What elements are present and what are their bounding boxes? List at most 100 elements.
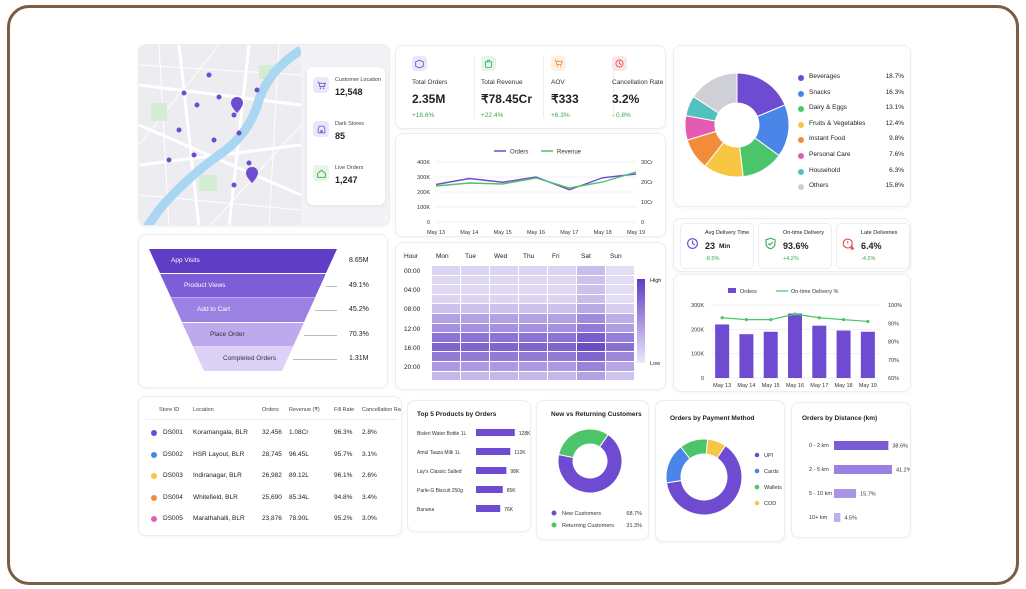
product-bar[interactable] [476,486,503,493]
donut-slice-7[interactable] [692,72,738,114]
payment-slice-0[interactable] [665,444,743,516]
heatmap-cell[interactable] [548,371,576,381]
heatmap-cell[interactable] [519,314,547,323]
kpi-0[interactable]: Total Orders 2.35M +18.6% [412,46,476,128]
product-bar[interactable] [476,505,501,512]
payment-slice-3[interactable] [705,438,727,459]
orders-bar[interactable] [739,334,754,378]
heatmap-cell[interactable] [461,323,489,333]
category-legend-item[interactable]: Personal Care 7.6% [798,150,904,166]
orders-bar[interactable] [860,331,875,378]
product-bar[interactable] [476,467,507,474]
distance-bar[interactable] [834,465,892,474]
category-legend-item[interactable]: Instant Food 9.8% [798,134,904,150]
distance-bar[interactable] [834,441,889,450]
heatmap-cell[interactable] [490,285,518,294]
heatmap-cell[interactable] [461,304,489,313]
heatmap-cell[interactable] [606,352,634,361]
heatmap-cell[interactable] [606,333,634,342]
kpi-3[interactable]: Cancellation Rate 3.2% - 0.8% [612,46,665,128]
category-legend-item[interactable]: Snacks 16.3% [798,88,904,104]
heatmap-cell[interactable] [490,275,518,285]
heatmap-cell[interactable] [519,275,547,285]
heatmap-cell[interactable] [432,304,460,313]
heatmap-cell[interactable] [432,362,460,371]
heatmap-cell[interactable] [577,304,605,313]
heatmap-cell[interactable] [577,371,605,381]
category-legend-item[interactable]: Household 6.3% [798,166,904,182]
heatmap-cell[interactable] [490,323,518,333]
heatmap-cell[interactable] [519,294,547,304]
heatmap-cell[interactable] [606,342,634,352]
heatmap-cell[interactable] [548,285,576,294]
heatmap-cell[interactable] [490,362,518,371]
heatmap-cell[interactable] [606,371,634,381]
nvr-slice-0[interactable] [557,433,623,494]
city-map[interactable] [139,45,301,226]
product-bar[interactable] [476,429,515,436]
heatmap-cell[interactable] [461,362,489,371]
heatmap-cell[interactable] [461,294,489,304]
heatmap-cell[interactable] [461,275,489,285]
distance-bar[interactable] [834,489,857,498]
heatmap-cell[interactable] [432,294,460,304]
heatmap-cell[interactable] [490,304,518,313]
heatmap-cell[interactable] [519,285,547,294]
category-legend-item[interactable]: Fruits & Vegetables 12.4% [798,119,904,135]
heatmap-cell[interactable] [606,314,634,323]
heatmap-cell[interactable] [577,362,605,371]
heatmap-cell[interactable] [548,314,576,323]
distance-bar[interactable] [834,513,841,522]
heatmap-cell[interactable] [461,342,489,352]
heatmap-cell[interactable] [432,275,460,285]
category-legend-item[interactable]: Others 15.8% [798,181,904,197]
heatmap-cell[interactable] [432,352,460,361]
heatmap-cell[interactable] [606,323,634,333]
heatmap-cell[interactable] [606,266,634,275]
kpi-1[interactable]: Total Revenue ₹78.45Cr +22.4% [481,46,545,128]
category-legend-item[interactable]: Dairy & Eggs 13.1% [798,103,904,119]
heatmap-cell[interactable] [432,266,460,275]
heatmap-cell[interactable] [461,314,489,323]
heatmap-cell[interactable] [519,352,547,361]
table-row[interactable]: DS002 HSR Layout, BLR 28,745 96.45L 95.7% 3.1… [139,446,401,466]
delivery-kpi-1[interactable]: On-time Delivery 93.6% +4.2% [758,223,832,269]
heatmap-cell[interactable] [490,371,518,381]
heatmap-cell[interactable] [519,266,547,275]
heatmap-cell[interactable] [432,314,460,323]
orders-bar[interactable] [788,313,802,378]
category-legend-item[interactable]: Beverages 18.7% [798,72,904,88]
heatmap-cell[interactable] [548,352,576,361]
heatmap-cell[interactable] [577,266,605,275]
heatmap-cell[interactable] [461,266,489,275]
heatmap-cell[interactable] [432,342,460,352]
heatmap-cell[interactable] [606,294,634,304]
orders-bar[interactable] [715,324,730,378]
heatmap-cell[interactable] [432,323,460,333]
map-stat-0[interactable]: Customer Location 12,548 [313,75,383,111]
heatmap-cell[interactable] [577,275,605,285]
orders-bar[interactable] [763,331,778,378]
map-stat-1[interactable]: Dark Stores 85 [313,119,383,155]
heatmap-cell[interactable] [577,333,605,342]
delivery-kpi-2[interactable]: Late Deliveries 6.4% -4.2% [836,223,910,269]
heatmap-cell[interactable] [606,304,634,313]
heatmap-cell[interactable] [577,352,605,361]
heatmap-cell[interactable] [548,266,576,275]
heatmap-cell[interactable] [548,304,576,313]
heatmap-cell[interactable] [432,285,460,294]
heatmap-cell[interactable] [577,294,605,304]
heatmap-cell[interactable] [548,294,576,304]
funnel-stage-0[interactable]: App Visits [149,249,337,273]
orders-bar[interactable] [836,330,851,378]
heatmap-cell[interactable] [519,342,547,352]
orders-bar[interactable] [812,325,827,378]
heatmap-cell[interactable] [606,285,634,294]
heatmap-cell[interactable] [548,342,576,352]
kpi-2[interactable]: AOV ₹333 +6.3% [551,46,615,128]
heatmap-cell[interactable] [548,323,576,333]
product-bar[interactable] [476,448,511,455]
heatmap-cell[interactable] [490,333,518,342]
heatmap-cell[interactable] [606,362,634,371]
heatmap-cell[interactable] [606,275,634,285]
